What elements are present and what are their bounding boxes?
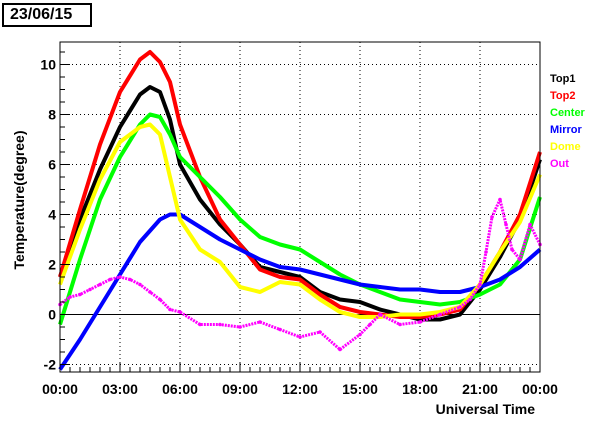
data-point-out — [458, 305, 462, 309]
data-point-out — [358, 332, 362, 337]
y-tick-label: 8 — [48, 107, 56, 123]
plot-title: 23/06/15 — [2, 3, 92, 27]
data-point-out — [498, 197, 502, 202]
legend-entry-center: Center — [550, 107, 586, 119]
data-point-out — [398, 322, 402, 327]
series-line-mirror — [58, 212, 542, 371]
series-line-top1 — [58, 85, 542, 322]
x-tick-label: 21:00 — [462, 381, 498, 397]
axes: -2 0 2 4 6 8 10 00:00 03:00 06:00 09:00 12:00 15:00 1… — [40, 51, 558, 397]
x-tick-label: 00:00 — [42, 381, 78, 397]
data-point-out — [418, 320, 422, 324]
series-line-top2 — [58, 50, 542, 319]
x-tick-label: 09:00 — [222, 381, 258, 397]
y-tick-label: 10 — [40, 57, 56, 73]
y-tick-label: 0 — [48, 307, 56, 323]
data-point-out — [148, 290, 152, 294]
x-tick-label: 18:00 — [402, 381, 438, 397]
data-point-out — [518, 257, 522, 262]
legend-entry-top2: Top2 — [550, 90, 575, 102]
data-point-out — [98, 282, 102, 287]
y-tick-label: 4 — [48, 207, 56, 223]
data-point-out — [88, 287, 92, 292]
data-point-out — [338, 347, 342, 352]
data-point-out — [238, 325, 242, 329]
data-point-out — [378, 312, 382, 317]
data-point-out — [138, 282, 142, 287]
data-point-out — [78, 292, 82, 297]
data-point-out — [468, 297, 472, 302]
data-point-out — [258, 320, 262, 324]
y-axis-label: Temperature(degree) — [11, 130, 27, 269]
legend: Top1 Top2 Center Mirror Dome Out — [550, 73, 586, 170]
data-point-out — [528, 222, 532, 227]
data-point-out — [478, 282, 482, 287]
legend-entry-out: Out — [550, 158, 569, 170]
data-point-out — [368, 322, 372, 327]
series-line-out — [59, 198, 542, 351]
data-point-out — [198, 322, 202, 327]
data-point-out — [178, 310, 182, 314]
x-tick-label: 15:00 — [342, 381, 378, 397]
y-tick-label: 6 — [48, 157, 56, 173]
data-point-out — [510, 247, 514, 252]
data-point-out — [168, 307, 172, 312]
x-tick-label: 00:00 — [522, 381, 558, 397]
grid — [60, 42, 540, 372]
data-point-out — [504, 222, 508, 227]
legend-entry-mirror: Mirror — [550, 124, 583, 136]
x-axis-label: Universal Time — [436, 401, 536, 417]
data-point-out — [118, 275, 122, 279]
data-point-out — [484, 250, 488, 254]
x-tick-label: 06:00 — [162, 381, 198, 397]
series-line-dome — [58, 122, 542, 319]
x-tick-label: 12:00 — [282, 381, 318, 397]
legend-entry-top1: Top1 — [550, 73, 575, 85]
legend-entry-dome: Dome — [550, 141, 581, 153]
y-tick-label: -2 — [44, 357, 57, 373]
series-line-center — [58, 112, 542, 326]
data-point-out — [68, 295, 72, 299]
data-point-out — [278, 327, 282, 332]
data-point-out — [158, 297, 162, 302]
data-point-out — [438, 312, 442, 317]
data-point-out — [218, 322, 222, 327]
x-tick-label: 03:00 — [102, 381, 138, 397]
y-tick-label: 2 — [48, 257, 56, 273]
data-point-out — [128, 277, 132, 282]
data-point-out — [490, 215, 494, 219]
data-point-out — [298, 335, 302, 339]
data-point-out — [108, 277, 112, 282]
series-group — [58, 50, 542, 371]
data-point-out — [318, 330, 322, 334]
